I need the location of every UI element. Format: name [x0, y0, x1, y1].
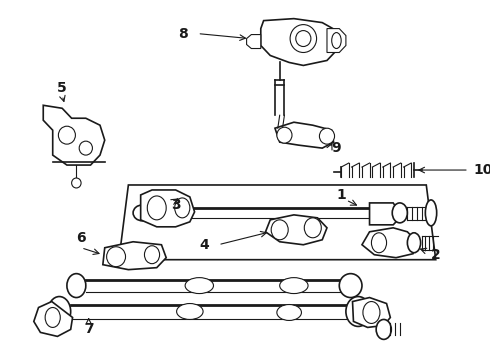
Ellipse shape	[147, 196, 166, 220]
Polygon shape	[275, 122, 334, 148]
Ellipse shape	[48, 297, 71, 327]
Text: 1: 1	[336, 188, 346, 202]
Polygon shape	[261, 19, 337, 66]
Text: 8: 8	[178, 27, 188, 41]
Ellipse shape	[185, 278, 214, 293]
Text: 6: 6	[76, 231, 86, 245]
Ellipse shape	[67, 274, 86, 298]
Text: 2: 2	[431, 248, 441, 262]
Ellipse shape	[133, 205, 152, 221]
Polygon shape	[246, 35, 261, 49]
Ellipse shape	[176, 303, 203, 319]
Ellipse shape	[376, 319, 392, 339]
Polygon shape	[352, 298, 391, 328]
Ellipse shape	[175, 198, 190, 218]
Ellipse shape	[304, 218, 321, 238]
Ellipse shape	[79, 141, 93, 155]
Ellipse shape	[371, 233, 387, 253]
Ellipse shape	[280, 278, 308, 293]
Text: 4: 4	[199, 238, 209, 252]
Ellipse shape	[107, 247, 125, 267]
Ellipse shape	[290, 24, 317, 53]
Polygon shape	[103, 242, 166, 270]
Polygon shape	[369, 203, 398, 225]
Polygon shape	[43, 105, 105, 165]
Ellipse shape	[277, 127, 292, 143]
Ellipse shape	[45, 307, 60, 328]
Polygon shape	[362, 228, 417, 258]
Ellipse shape	[346, 297, 370, 327]
Ellipse shape	[339, 274, 362, 298]
Ellipse shape	[145, 246, 160, 264]
Text: 7: 7	[84, 323, 94, 337]
Ellipse shape	[407, 233, 420, 253]
Ellipse shape	[425, 200, 437, 226]
Ellipse shape	[296, 31, 311, 46]
Text: 3: 3	[171, 198, 180, 212]
Ellipse shape	[277, 305, 301, 320]
Ellipse shape	[392, 203, 407, 223]
Ellipse shape	[271, 220, 288, 240]
Text: 10: 10	[473, 163, 490, 177]
Polygon shape	[34, 302, 73, 336]
Ellipse shape	[58, 126, 75, 144]
Polygon shape	[327, 28, 346, 53]
Ellipse shape	[363, 302, 380, 323]
Text: 5: 5	[57, 81, 67, 95]
Text: 9: 9	[332, 141, 341, 155]
Ellipse shape	[332, 32, 341, 49]
Ellipse shape	[72, 178, 81, 188]
Polygon shape	[141, 190, 195, 227]
Polygon shape	[266, 215, 327, 245]
Ellipse shape	[319, 128, 335, 144]
